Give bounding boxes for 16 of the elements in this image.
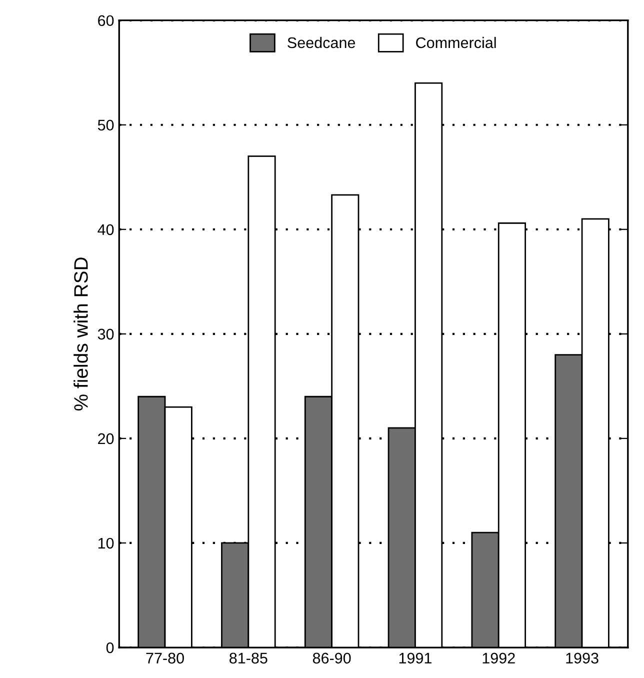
y-tick-label: 40 [98,224,114,236]
y-tick-label: 50 [98,120,114,131]
x-tick-label: 1991 [399,652,432,664]
x-tick-label: 86-90 [312,652,351,664]
x-tick-label: 1993 [566,652,598,664]
x-tick-label: 1992 [482,652,515,664]
y-axis-title: % fields with RSD [74,258,88,410]
y-tick-label: 60 [98,15,114,26]
x-tick-label: 81-85 [230,652,268,664]
x-tick-label: 77-80 [146,652,184,664]
y-tick-label: 0 [106,642,114,654]
y-tick-label: 30 [98,328,114,340]
y-tick-label: 10 [98,538,114,549]
legend-label: Seedcane [288,36,356,48]
legend-label: Commercial [416,36,496,48]
y-tick-label: 20 [98,433,114,444]
